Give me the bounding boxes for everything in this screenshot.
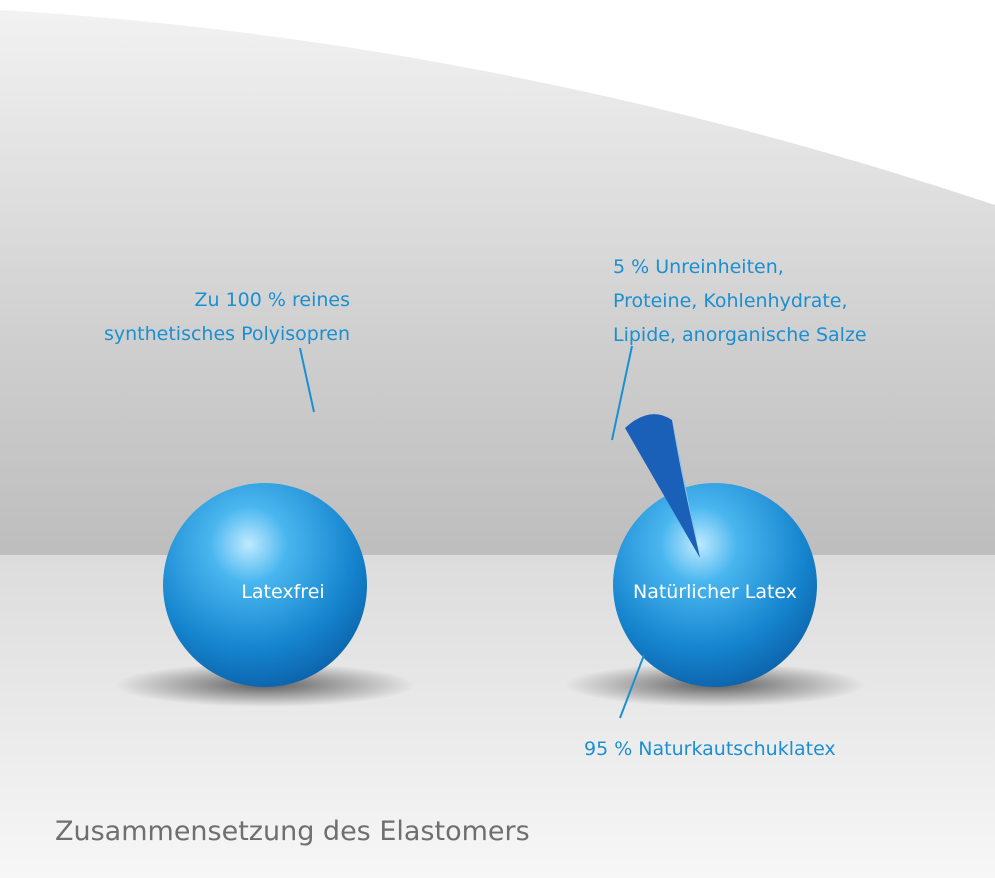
callout: 5 % Unreinheiten, [613,256,784,278]
callout: synthetisches Polyisopren [104,323,350,345]
caption: Zusammensetzung des Elastomers [55,816,530,847]
callout: Proteine, Kohlenhydrate, [613,290,848,312]
callout: Zu 100 % reines [195,289,351,311]
infographic: Zu 100 % reines synthetisches Polyisopre… [0,0,995,878]
sphere-label: Latexfrei [241,581,324,603]
sphere-label: Natürlicher Latex [633,581,797,603]
callout: 95 % Naturkautschuklatex [584,738,836,760]
callout: Lipide, anorganische Salze [613,324,867,346]
